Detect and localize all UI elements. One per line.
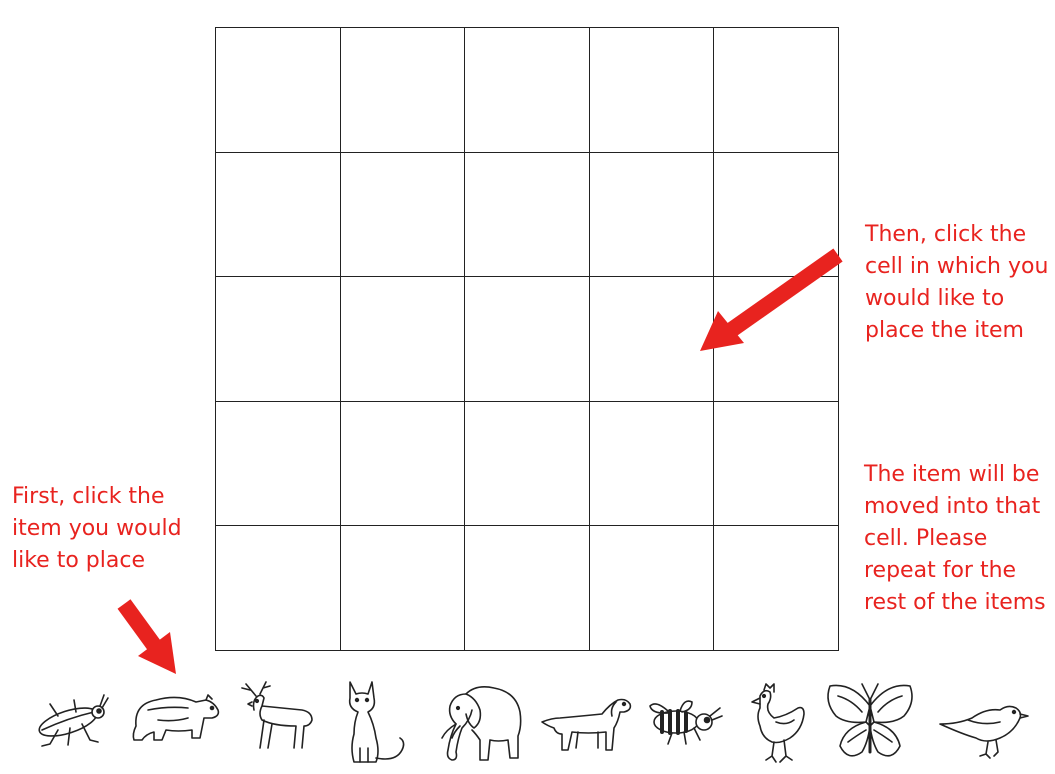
cat-icon bbox=[348, 681, 405, 763]
grid-cell-r1-c1[interactable] bbox=[216, 28, 341, 153]
grid-cell-r2-c5[interactable] bbox=[714, 152, 839, 278]
arrow-to-item-icon bbox=[117, 599, 176, 674]
instruction-after: The item will be moved into that cell. P… bbox=[864, 462, 1046, 615]
instruction-then: Then, click the cell in which you would … bbox=[865, 222, 1049, 343]
grid-cell-r5-c3[interactable] bbox=[465, 526, 590, 651]
item-beetle[interactable] bbox=[28, 690, 113, 750]
grid-cell-r5-c4[interactable] bbox=[589, 526, 715, 651]
item-deer[interactable] bbox=[232, 680, 322, 752]
elephant-icon bbox=[441, 686, 522, 761]
item-butterfly[interactable] bbox=[822, 676, 918, 768]
sparrow-icon bbox=[939, 705, 1029, 759]
item-dog[interactable] bbox=[538, 688, 634, 754]
grid-cell-r3-c3[interactable] bbox=[465, 277, 590, 402]
grid-cell-r5-c1[interactable] bbox=[216, 526, 341, 651]
item-bear[interactable] bbox=[128, 686, 223, 748]
beetle-icon bbox=[38, 694, 109, 747]
grid-cell-r4-c2[interactable] bbox=[340, 401, 466, 527]
grid-cell-r1-c4[interactable] bbox=[589, 28, 715, 153]
bear-icon bbox=[132, 694, 220, 741]
grid-cell-r2-c3[interactable] bbox=[465, 152, 590, 278]
item-elephant[interactable] bbox=[436, 680, 528, 766]
grid-cell-r5-c2[interactable] bbox=[340, 526, 466, 651]
grid-cell-r2-c2[interactable] bbox=[340, 152, 466, 278]
deer-icon bbox=[241, 681, 313, 749]
placement-grid bbox=[215, 27, 839, 651]
grid-cell-r4-c4[interactable] bbox=[589, 401, 715, 527]
item-sparrow[interactable] bbox=[938, 694, 1030, 760]
butterfly-icon bbox=[827, 683, 913, 757]
grid-cell-r3-c1[interactable] bbox=[216, 277, 341, 402]
item-cat[interactable] bbox=[340, 678, 412, 768]
grid-cell-r1-c3[interactable] bbox=[465, 28, 590, 153]
grid-cell-r3-c4[interactable] bbox=[589, 277, 715, 402]
grid-cell-r5-c5[interactable] bbox=[714, 526, 839, 651]
arrow-to-cell-icon bbox=[700, 248, 843, 351]
grid-cell-r1-c2[interactable] bbox=[340, 28, 466, 153]
grid-cell-r2-c4[interactable] bbox=[589, 152, 715, 278]
item-chicken[interactable] bbox=[746, 682, 812, 766]
grid-cell-r1-c5[interactable] bbox=[714, 28, 839, 153]
grid-cell-r4-c1[interactable] bbox=[216, 401, 341, 527]
grid-cell-r4-c5[interactable] bbox=[714, 401, 839, 527]
chicken-icon bbox=[751, 683, 805, 763]
grid-cell-r4-c3[interactable] bbox=[465, 401, 590, 527]
bee-icon bbox=[649, 700, 723, 745]
item-bee[interactable] bbox=[646, 698, 724, 746]
instruction-first: First, click the item you would like to … bbox=[12, 484, 182, 573]
dog-icon bbox=[541, 698, 632, 751]
grid-cell-r2-c1[interactable] bbox=[216, 152, 341, 278]
grid-cell-r3-c2[interactable] bbox=[340, 277, 466, 402]
item-tray bbox=[0, 676, 1055, 768]
